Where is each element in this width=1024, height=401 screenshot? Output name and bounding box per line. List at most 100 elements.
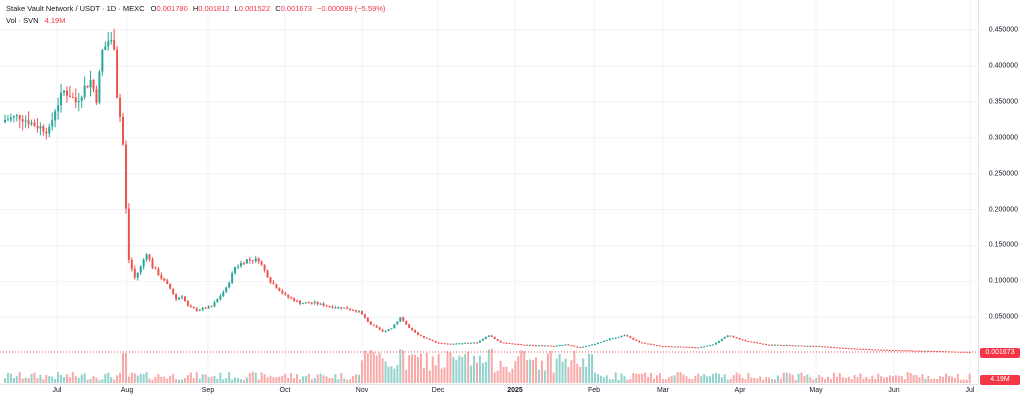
candle-body: [461, 343, 464, 345]
volume-bar: [809, 377, 812, 383]
candle-body: [119, 97, 122, 117]
candle-body: [803, 345, 806, 347]
candle-body: [841, 347, 844, 349]
volume-bar: [39, 374, 42, 383]
volume-bar: [440, 368, 443, 383]
candle-body: [673, 346, 676, 348]
volume-bar: [80, 374, 83, 383]
price-tick-label: 0.350000: [988, 98, 1018, 106]
time-scale[interactable]: Jul Aug Sep Oct Nov Dec 2025 Feb Mar Apr May Jun Jul: [0, 384, 978, 401]
volume-bar: [337, 379, 340, 383]
candle-body: [877, 349, 880, 351]
candle-body: [113, 39, 116, 50]
volume-bar: [316, 374, 319, 383]
candle-body: [440, 342, 443, 344]
price-chart[interactable]: [0, 0, 978, 384]
candle-body: [127, 208, 130, 260]
candle-body: [691, 347, 694, 349]
candle-body: [124, 144, 127, 209]
volume-bar: [906, 372, 909, 383]
volume-bar: [484, 361, 487, 383]
volume-label[interactable]: Vol · SVN: [6, 16, 39, 25]
volume-bar: [260, 372, 263, 383]
candle-body: [33, 122, 36, 127]
candle-body: [847, 348, 850, 350]
candle-body: [375, 325, 378, 328]
volume-bar: [549, 350, 552, 383]
candle-body: [664, 346, 667, 348]
candle-body: [809, 345, 812, 347]
candle-body: [245, 259, 248, 264]
volume-bar: [720, 377, 723, 383]
volume-bar: [862, 378, 865, 383]
chart-pane[interactable]: [0, 0, 978, 384]
open-label: O: [150, 4, 157, 13]
volume-bar: [27, 378, 30, 383]
candle-body: [219, 296, 222, 300]
candle-body: [478, 340, 481, 343]
candle-body: [738, 338, 741, 340]
volume-bar: [104, 373, 107, 383]
volume-bar: [113, 379, 116, 383]
volume-bar: [576, 363, 579, 383]
volume-bar: [950, 376, 953, 383]
candle-body: [213, 302, 216, 307]
volume-bar: [552, 372, 555, 383]
volume-bar: [178, 379, 181, 383]
price-tick-label: 0.200000: [988, 206, 1018, 214]
volume-bar: [617, 379, 620, 383]
volume-bar: [18, 372, 21, 383]
volume-bar: [240, 379, 242, 383]
candle-body: [36, 126, 39, 129]
volume-bar: [119, 372, 122, 383]
candle-body: [700, 346, 703, 348]
volume-bar: [284, 374, 287, 383]
candle-body: [523, 344, 526, 346]
high-value: 0.001812: [198, 4, 230, 13]
candle-body: [912, 350, 915, 352]
candle-body: [234, 267, 237, 274]
candle-body: [237, 266, 240, 268]
volume-bar: [290, 373, 293, 383]
price-scale[interactable]: 0.450000 0.400000 0.350000 0.300000 0.250000…: [978, 0, 1024, 384]
candle-body: [679, 346, 682, 348]
candle-body: [316, 301, 319, 305]
volume-bar: [411, 354, 414, 383]
volume-bar: [299, 379, 301, 383]
candle-body: [225, 287, 228, 293]
volume-bar: [89, 378, 92, 383]
candle-body: [732, 336, 735, 338]
symbol-title[interactable]: Stake Vault Network / USDT · 1D · MEXC: [6, 4, 145, 13]
candle-body: [240, 263, 242, 267]
candle-body: [502, 342, 505, 344]
volume-bar: [543, 370, 546, 383]
volume-bar: [880, 376, 883, 383]
volume-bar: [213, 375, 216, 383]
candle-body: [358, 310, 360, 312]
candle-body: [95, 89, 98, 103]
volume-bar: [151, 379, 154, 383]
volume-bar: [301, 376, 304, 383]
candle-body: [296, 300, 299, 302]
volume-bar: [579, 366, 582, 383]
candle-body: [204, 307, 207, 309]
time-tick-label: Apr: [734, 387, 746, 394]
volume-bar: [331, 378, 334, 383]
price-tick-label: 0.250000: [988, 170, 1018, 178]
volume-bar: [408, 355, 411, 383]
volume-bar: [838, 372, 841, 383]
candle-body: [756, 342, 759, 344]
candle-body: [499, 340, 502, 343]
time-tick-label: Nov: [355, 387, 369, 394]
candle-body: [712, 344, 714, 346]
candle-body: [827, 346, 830, 348]
candle-body: [620, 335, 623, 337]
candle-body: [169, 283, 172, 289]
candle-body: [818, 345, 821, 347]
candle-body: [355, 310, 358, 312]
volume-bar: [886, 376, 889, 383]
volume-bar: [310, 379, 313, 383]
candle-body: [611, 338, 614, 340]
volume-bar: [42, 379, 45, 383]
candle-body: [148, 254, 151, 260]
